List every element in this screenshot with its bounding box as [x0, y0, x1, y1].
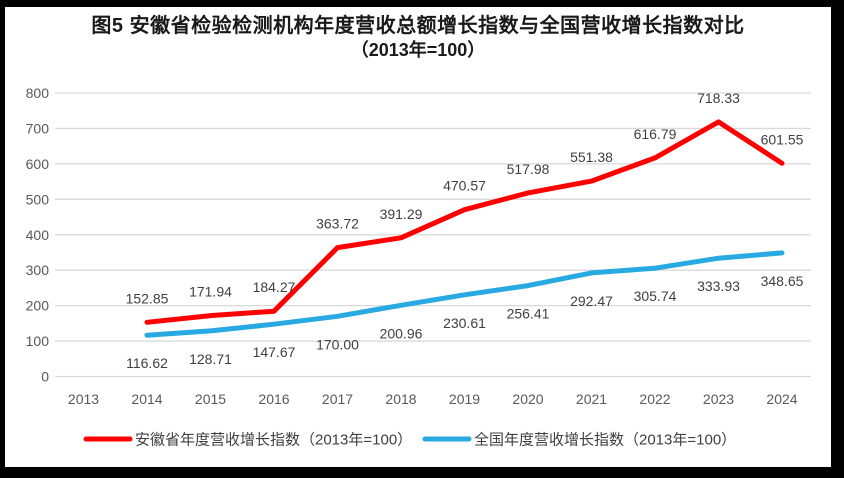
x-axis-tick-label: 2020 — [512, 391, 543, 407]
legend-label-0: 安徽省年度营收增长指数（2013年=100） — [135, 432, 412, 449]
data-label: 391.29 — [380, 206, 423, 222]
chart-title-line2: （2013年=100） — [350, 40, 486, 60]
data-label: 128.71 — [189, 351, 232, 367]
data-label: 171.94 — [189, 284, 232, 300]
data-label: 363.72 — [316, 216, 359, 232]
data-label: 551.38 — [570, 149, 613, 165]
data-label: 305.74 — [634, 288, 677, 304]
x-axis-tick-label: 2024 — [766, 391, 797, 407]
data-label: 230.61 — [443, 315, 486, 331]
data-label: 152.85 — [126, 290, 169, 306]
y-axis-tick-label: 200 — [26, 298, 50, 314]
legend-label-1: 全国年度营收增长指数（2013年=100） — [474, 431, 736, 449]
y-axis-tick-label: 800 — [26, 85, 50, 101]
chart-title-line1: 图5 安徽省检验检测机构年度营收总额增长指数与全国营收增长指数对比 — [91, 15, 745, 37]
data-label: 184.27 — [253, 279, 296, 295]
data-label: 601.55 — [761, 131, 804, 147]
x-axis-tick-label: 2019 — [449, 391, 480, 407]
x-axis-tick-label: 2014 — [131, 391, 162, 407]
data-label: 170.00 — [316, 336, 359, 352]
y-axis-tick-label: 300 — [26, 262, 50, 278]
x-axis-tick-label: 2015 — [195, 391, 226, 407]
x-axis-tick-label: 2023 — [703, 391, 734, 407]
y-axis-tick-label: 700 — [26, 120, 50, 136]
y-axis-tick-label: 500 — [26, 191, 50, 207]
data-label: 470.57 — [443, 178, 486, 194]
chart-title: 图5 安徽省检验检测机构年度营收总额增长指数与全国营收增长指数对比 （2013年… — [5, 14, 831, 62]
x-axis-tick-label: 2018 — [385, 391, 416, 407]
x-axis-tick-label: 2017 — [322, 391, 353, 407]
x-axis-tick-label: 2021 — [576, 391, 607, 407]
series-line-0 — [144, 119, 785, 325]
data-label: 348.65 — [761, 273, 804, 289]
data-label: 292.47 — [570, 293, 613, 309]
data-label: 616.79 — [634, 126, 677, 142]
x-axis-tick-label: 2016 — [258, 391, 289, 407]
series-line-1 — [144, 250, 785, 338]
data-label: 256.41 — [507, 306, 550, 322]
data-label: 517.98 — [507, 161, 550, 177]
data-label: 147.67 — [253, 344, 296, 360]
y-axis-tick-label: 100 — [26, 333, 50, 349]
data-label: 116.62 — [126, 355, 168, 371]
data-label: 718.33 — [697, 90, 740, 106]
y-axis-tick-label: 600 — [26, 156, 50, 172]
line-chart: 0 100 200 300 400 500 600 700 800 2013 2014 2015 201… — [26, 85, 811, 449]
data-label: 200.96 — [380, 325, 423, 341]
y-axis-tick-label: 0 — [41, 369, 49, 385]
x-axis-tick-label: 2022 — [639, 391, 670, 407]
data-label: 333.93 — [697, 278, 740, 294]
x-axis-tick-label: 2013 — [68, 391, 99, 407]
y-axis-tick-label: 400 — [26, 227, 50, 243]
